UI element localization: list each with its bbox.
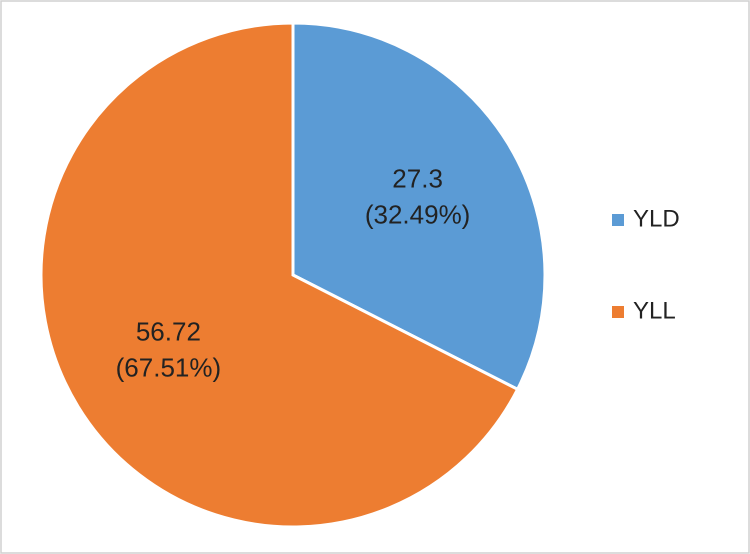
legend-swatch: [612, 214, 624, 226]
legend-label: YLD: [633, 205, 680, 232]
pie-slice: [291, 21, 547, 392]
pie-slice: [39, 21, 520, 529]
legend-swatch: [612, 306, 624, 318]
legend-label: YLL: [633, 297, 676, 324]
data-label-percent: (32.49%): [365, 199, 471, 229]
data-label-percent: (67.51%): [116, 352, 222, 382]
data-label-value: 27.3: [392, 163, 443, 193]
data-label-value: 56.72: [136, 316, 201, 346]
